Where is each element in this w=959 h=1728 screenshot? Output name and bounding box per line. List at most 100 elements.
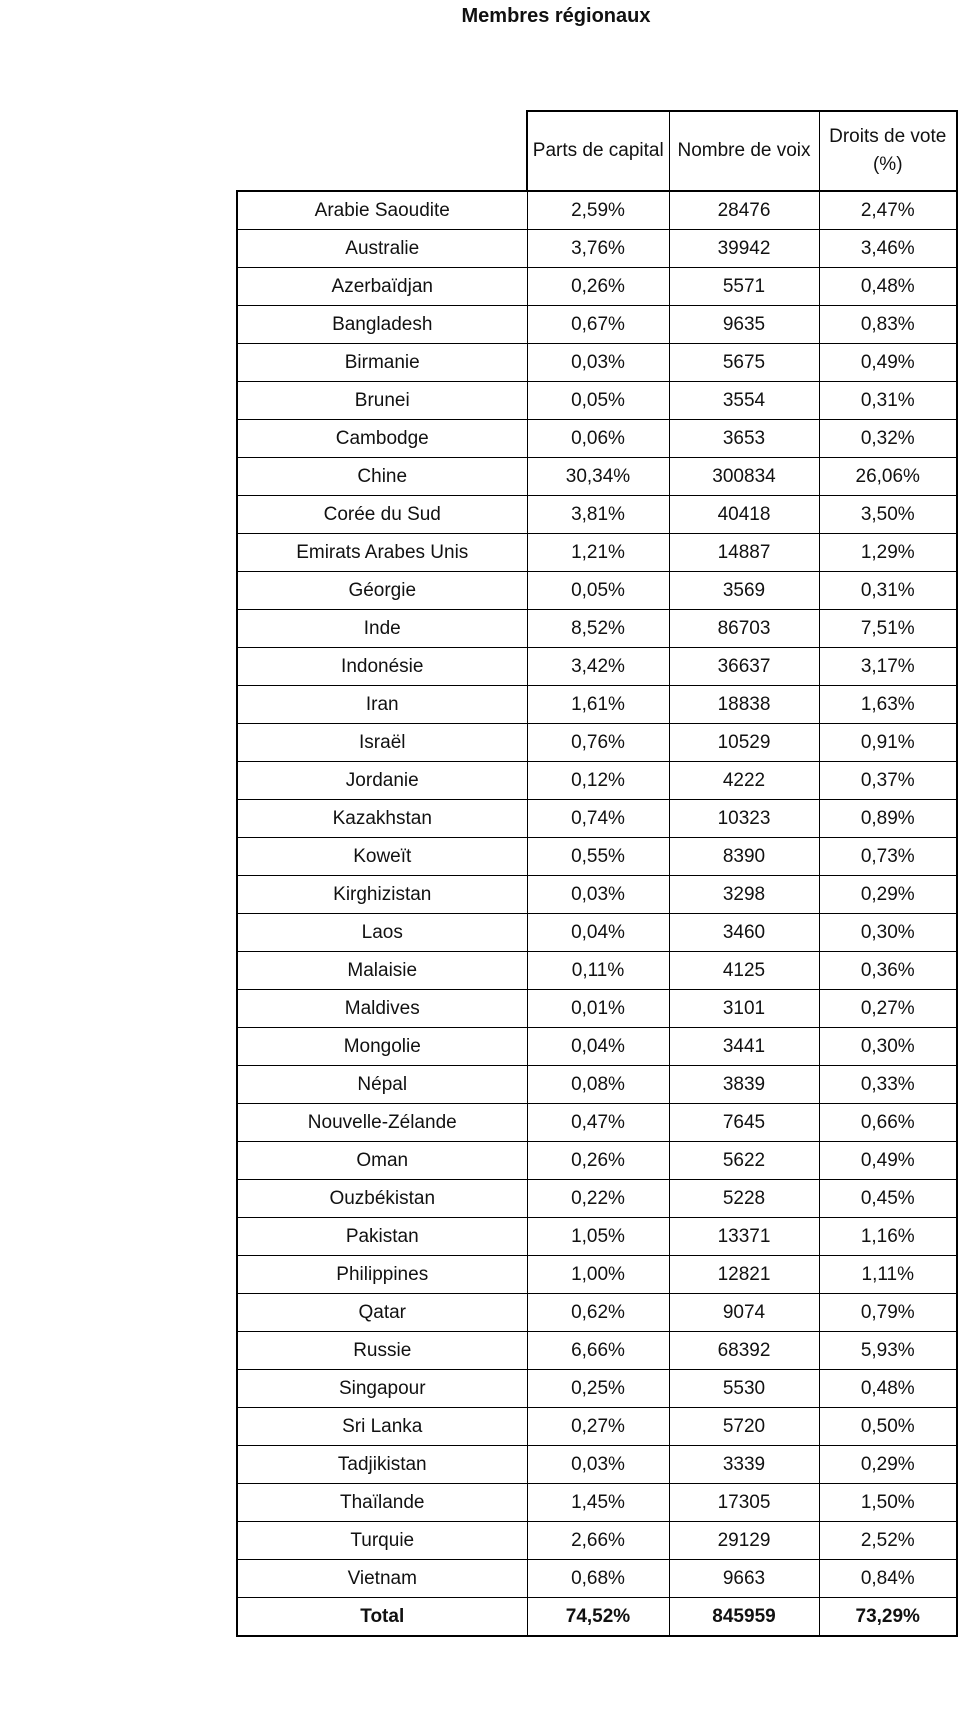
country-cell: Népal <box>236 1065 528 1104</box>
table-row: Koweït 0,55% 8390 0,73% <box>236 837 958 876</box>
header-number-of-votes: Nombre de voix <box>668 110 820 192</box>
table-row: Singapour 0,25% 5530 0,48% <box>236 1369 958 1408</box>
country-cell: Thaïlande <box>236 1483 528 1522</box>
votes-count-cell: 9635 <box>668 305 820 344</box>
voting-rights-cell: 1,16% <box>818 1217 958 1256</box>
country-cell: Malaisie <box>236 951 528 990</box>
votes-count-cell: 9074 <box>668 1293 820 1332</box>
votes-count-cell: 10529 <box>668 723 820 762</box>
voting-rights-cell: 2,47% <box>818 190 958 230</box>
capital-share-cell: 1,00% <box>526 1255 670 1294</box>
table-row: Maldives 0,01% 3101 0,27% <box>236 989 958 1028</box>
voting-rights-cell: 1,50% <box>818 1483 958 1522</box>
table-row: Vietnam 0,68% 9663 0,84% <box>236 1559 958 1598</box>
voting-rights-cell: 0,37% <box>818 761 958 800</box>
table-row: Bangladesh 0,67% 9635 0,83% <box>236 305 958 344</box>
votes-count-cell: 28476 <box>668 190 820 230</box>
votes-count-cell: 9663 <box>668 1559 820 1598</box>
voting-rights-cell: 0,31% <box>818 571 958 610</box>
voting-rights-cell: 0,31% <box>818 381 958 420</box>
votes-count-cell: 14887 <box>668 533 820 572</box>
voting-rights-cell: 0,84% <box>818 1559 958 1598</box>
header-row: Parts de capital Nombre de voix Droits d… <box>237 110 958 192</box>
capital-share-cell: 1,61% <box>526 685 670 724</box>
capital-share-cell: 0,62% <box>526 1293 670 1332</box>
votes-count-cell: 86703 <box>668 609 820 648</box>
votes-count-cell: 3101 <box>668 989 820 1028</box>
table-row: Azerbaïdjan 0,26% 5571 0,48% <box>236 267 958 306</box>
table-row: Mongolie 0,04% 3441 0,30% <box>236 1027 958 1066</box>
table-row: Brunei 0,05% 3554 0,31% <box>236 381 958 420</box>
votes-count-cell: 5720 <box>668 1407 820 1446</box>
table-row: Emirats Arabes Unis 1,21% 14887 1,29% <box>236 533 958 572</box>
voting-rights-cell: 1,11% <box>818 1255 958 1294</box>
country-cell: Brunei <box>236 381 528 420</box>
voting-rights-cell: 0,66% <box>818 1103 958 1142</box>
table-row: Tadjikistan 0,03% 3339 0,29% <box>236 1445 958 1484</box>
page-title: Membres régionaux <box>461 5 651 27</box>
country-cell: Russie <box>236 1331 528 1370</box>
voting-rights-cell: 0,29% <box>818 875 958 914</box>
total-row: Total 74,52% 845959 73,29% <box>236 1597 958 1637</box>
voting-rights-cell: 0,73% <box>818 837 958 876</box>
table-row: Chine 30,34% 300834 26,06% <box>236 457 958 496</box>
country-cell: Iran <box>236 685 528 724</box>
country-cell: Laos <box>236 913 528 952</box>
voting-rights-cell: 3,46% <box>818 229 958 268</box>
voting-rights-cell: 0,32% <box>818 419 958 458</box>
country-cell: Vietnam <box>236 1559 528 1598</box>
table-row: Sri Lanka 0,27% 5720 0,50% <box>236 1407 958 1446</box>
capital-share-cell: 0,47% <box>526 1103 670 1142</box>
country-cell: Ouzbékistan <box>236 1179 528 1218</box>
capital-share-cell: 0,22% <box>526 1179 670 1218</box>
capital-share-cell: 2,66% <box>526 1521 670 1560</box>
capital-share-cell: 3,42% <box>526 647 670 686</box>
capital-share-cell: 3,81% <box>526 495 670 534</box>
capital-share-cell: 1,05% <box>526 1217 670 1256</box>
votes-count-cell: 5530 <box>668 1369 820 1408</box>
country-cell: Total <box>236 1597 528 1637</box>
voting-rights-cell: 0,27% <box>818 989 958 1028</box>
table-row: Oman 0,26% 5622 0,49% <box>236 1141 958 1180</box>
country-cell: Azerbaïdjan <box>236 267 528 306</box>
votes-count-cell: 300834 <box>668 457 820 496</box>
capital-share-cell: 0,67% <box>526 305 670 344</box>
capital-share-cell: 6,66% <box>526 1331 670 1370</box>
voting-rights-cell: 3,50% <box>818 495 958 534</box>
country-cell: Pakistan <box>236 1217 528 1256</box>
table-row: Inde 8,52% 86703 7,51% <box>236 609 958 648</box>
voting-rights-cell: 1,29% <box>818 533 958 572</box>
table-row: Kirghizistan 0,03% 3298 0,29% <box>236 875 958 914</box>
header-voting-rights: Droits de vote (%) <box>818 110 958 192</box>
country-cell: Birmanie <box>236 343 528 382</box>
votes-count-cell: 8390 <box>668 837 820 876</box>
votes-count-cell: 5228 <box>668 1179 820 1218</box>
voting-rights-cell: 0,48% <box>818 1369 958 1408</box>
country-cell: Israël <box>236 723 528 762</box>
country-cell: Turquie <box>236 1521 528 1560</box>
votes-count-cell: 4125 <box>668 951 820 990</box>
capital-share-cell: 0,04% <box>526 1027 670 1066</box>
country-cell: Géorgie <box>236 571 528 610</box>
votes-count-cell: 3339 <box>668 1445 820 1484</box>
capital-share-cell: 0,06% <box>526 419 670 458</box>
capital-share-cell: 0,76% <box>526 723 670 762</box>
capital-share-cell: 0,68% <box>526 1559 670 1598</box>
capital-share-cell: 1,45% <box>526 1483 670 1522</box>
voting-rights-cell: 0,91% <box>818 723 958 762</box>
table-row: Iran 1,61% 18838 1,63% <box>236 685 958 724</box>
country-cell: Kirghizistan <box>236 875 528 914</box>
country-cell: Indonésie <box>236 647 528 686</box>
votes-count-cell: 39942 <box>668 229 820 268</box>
votes-count-cell: 5571 <box>668 267 820 306</box>
voting-rights-cell: 0,30% <box>818 913 958 952</box>
voting-rights-cell: 26,06% <box>818 457 958 496</box>
country-cell: Cambodge <box>236 419 528 458</box>
country-cell: Oman <box>236 1141 528 1180</box>
capital-share-cell: 0,27% <box>526 1407 670 1446</box>
voting-rights-cell: 1,63% <box>818 685 958 724</box>
voting-rights-cell: 0,48% <box>818 267 958 306</box>
votes-count-cell: 3298 <box>668 875 820 914</box>
capital-share-cell: 8,52% <box>526 609 670 648</box>
